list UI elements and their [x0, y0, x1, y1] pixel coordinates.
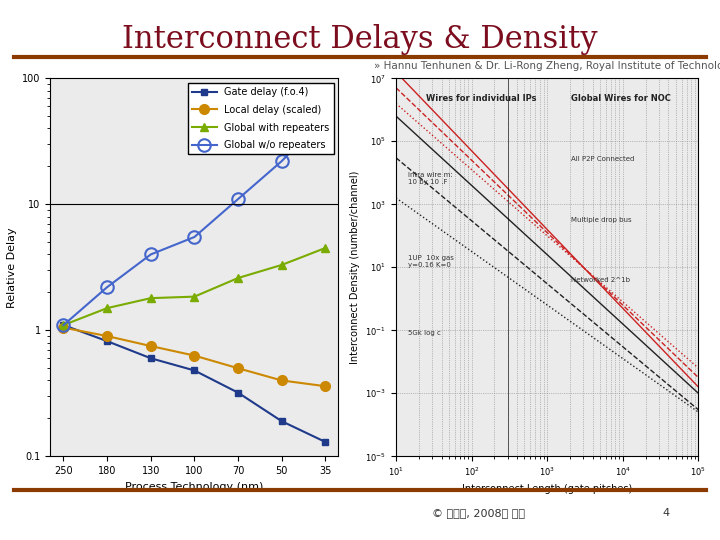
Global w/o repeaters: [321, 113, 330, 119]
Text: © 조준동, 2008년 가을: © 조준동, 2008년 가을: [432, 508, 525, 518]
Global with repeaters: [277, 262, 286, 268]
Text: Multiple drop bus: Multiple drop bus: [572, 217, 632, 223]
Local delay (scaled): [146, 343, 155, 349]
Text: 5Gk log c: 5Gk log c: [408, 330, 441, 336]
X-axis label: Interconnect Length (gate pitches): Interconnect Length (gate pitches): [462, 484, 632, 494]
Gate delay (f.o.4): [321, 438, 330, 445]
Global w/o repeaters: [59, 322, 68, 328]
Text: Wires for individual IPs: Wires for individual IPs: [426, 94, 536, 103]
Text: 1UP  10x gas
y=0.16 K=0: 1UP 10x gas y=0.16 K=0: [408, 255, 454, 268]
X-axis label: Process Technology (nm): Process Technology (nm): [125, 482, 264, 491]
Global with repeaters: [59, 322, 68, 328]
Local delay (scaled): [234, 365, 243, 372]
Legend: Gate delay (f.o.4), Local delay (scaled), Global with repeaters, Global w/o repe: Gate delay (f.o.4), Local delay (scaled)…: [189, 83, 333, 154]
Text: » Hannu Tenhunen & Dr. Li-Rong Zheng, Royal Institute of Technology: » Hannu Tenhunen & Dr. Li-Rong Zheng, Ro…: [374, 61, 720, 71]
Gate delay (f.o.4): [277, 418, 286, 424]
Line: Gate delay (f.o.4): Gate delay (f.o.4): [60, 322, 328, 445]
Line: Global w/o repeaters: Global w/o repeaters: [58, 110, 331, 332]
Y-axis label: Relative Delay: Relative Delay: [6, 227, 17, 308]
Gate delay (f.o.4): [190, 367, 199, 374]
Text: Interconnect Delays & Density: Interconnect Delays & Density: [122, 24, 598, 55]
Global with repeaters: [190, 293, 199, 300]
Y-axis label: Interconnect Density (number/channel): Interconnect Density (number/channel): [350, 171, 360, 364]
Local delay (scaled): [103, 333, 112, 339]
Text: All P2P Connected: All P2P Connected: [572, 157, 635, 163]
Global w/o repeaters: [103, 284, 112, 291]
Gate delay (f.o.4): [146, 355, 155, 361]
Line: Local delay (scaled): Local delay (scaled): [58, 323, 330, 391]
Gate delay (f.o.4): [103, 338, 112, 345]
Line: Global with repeaters: Global with repeaters: [59, 244, 330, 329]
Global with repeaters: [321, 245, 330, 251]
Global with repeaters: [103, 305, 112, 312]
Global w/o repeaters: [190, 234, 199, 240]
Local delay (scaled): [321, 383, 330, 389]
Global with repeaters: [146, 295, 155, 301]
Text: Global Wires for NOC: Global Wires for NOC: [572, 94, 671, 103]
Text: 4: 4: [662, 508, 670, 518]
Global with repeaters: [234, 275, 243, 281]
Gate delay (f.o.4): [234, 389, 243, 396]
Text: Intra wire m:
10 by 10 .F: Intra wire m: 10 by 10 .F: [408, 172, 453, 185]
Global w/o repeaters: [146, 251, 155, 258]
Gate delay (f.o.4): [59, 322, 68, 328]
Local delay (scaled): [59, 325, 68, 331]
Local delay (scaled): [277, 377, 286, 384]
Global w/o repeaters: [277, 158, 286, 164]
Text: Networked 2^1b: Networked 2^1b: [572, 278, 631, 284]
Global w/o repeaters: [234, 196, 243, 202]
Local delay (scaled): [190, 352, 199, 359]
